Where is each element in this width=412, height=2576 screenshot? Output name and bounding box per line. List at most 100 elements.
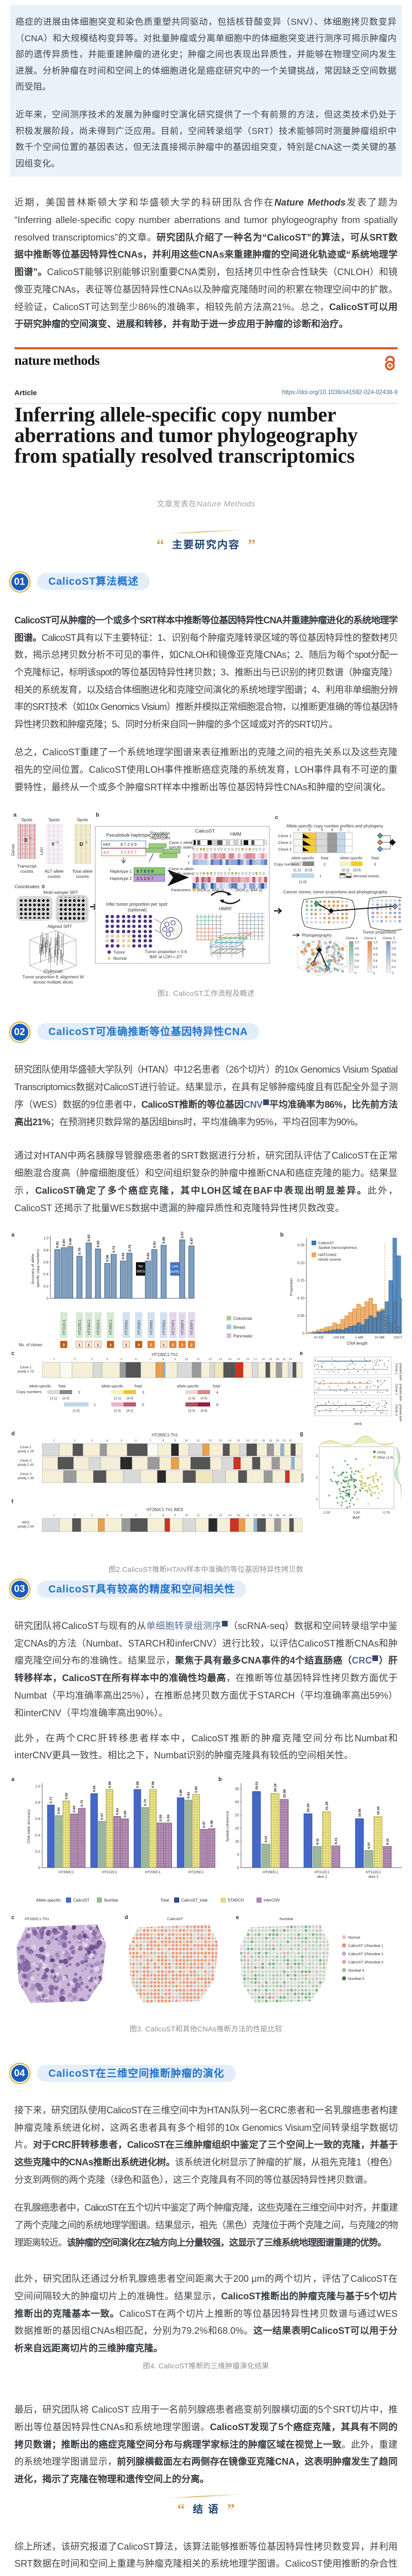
- svg-text:0.4: 0.4: [392, 960, 397, 963]
- svg-text:0.88: 0.88: [162, 1237, 166, 1244]
- svg-text:HT260C1: HT260C1: [109, 1319, 113, 1335]
- svg-text:Clone 2: Clone 2: [20, 1459, 32, 1463]
- svg-text:1: 1: [78, 1343, 80, 1347]
- svg-text:Allele-specific: Allele-specific: [101, 1385, 124, 1388]
- svg-text:Colorectal: Colorectal: [233, 1316, 252, 1321]
- svg-text:HT230C1: HT230C1: [88, 1319, 91, 1335]
- svg-text:b: b: [218, 1776, 222, 1783]
- svg-text:Spatial coherence: Spatial coherence: [225, 1810, 230, 1841]
- svg-text:5: 5: [142, 1403, 144, 1407]
- svg-text:0.82: 0.82: [65, 1792, 68, 1799]
- svg-text:HATCHet2: HATCHet2: [318, 1252, 337, 1257]
- svg-text:0.73: 0.73: [80, 1800, 84, 1806]
- svg-text:9 7 8 5 9: 9 7 8 5 9: [136, 869, 153, 874]
- svg-text:0.47: 0.47: [202, 1821, 206, 1827]
- svg-text:Coordinates: Coordinates: [14, 884, 40, 889]
- svg-text:0.8: 0.8: [373, 947, 378, 951]
- svg-text:0.77: 0.77: [49, 1797, 53, 1803]
- svg-text:4: 4: [106, 1439, 108, 1443]
- svg-text:whole exome: whole exome: [318, 1257, 341, 1262]
- svg-text:6: 6: [135, 1514, 136, 1517]
- svg-text:0.2: 0.2: [392, 966, 397, 969]
- svg-text:0.75: 0.75: [383, 1511, 390, 1515]
- svg-text:0: 0: [302, 1332, 304, 1336]
- svg-text:a: a: [11, 1232, 15, 1238]
- svg-text:0.58: 0.58: [106, 1255, 110, 1262]
- svg-text:Clone 1: Clone 1: [20, 1366, 32, 1369]
- svg-text:0.91: 0.91: [93, 1785, 96, 1792]
- svg-text:3: 3: [142, 1391, 144, 1395]
- svg-text:9: 9: [174, 1358, 176, 1361]
- svg-text:c: c: [11, 1914, 14, 1921]
- svg-text:2: 2: [74, 1439, 75, 1443]
- svg-text:2: 2: [74, 1514, 75, 1517]
- svg-text:3 1 2 6 7: 3 1 2 6 7: [136, 876, 153, 881]
- svg-text:1.0: 1.0: [43, 1237, 48, 1241]
- svg-text:10: 10: [235, 1840, 239, 1843]
- svg-text:S: S: [42, 884, 45, 889]
- svg-text:HT260C1-Th1 WES: HT260C1-Th1 WES: [146, 1507, 183, 1512]
- svg-text:purity: purity: [170, 1270, 180, 1274]
- svg-text:Spots: Spots: [77, 817, 88, 822]
- svg-text:0: 0: [237, 1866, 239, 1870]
- svg-text:Accuracy of allele-: Accuracy of allele-: [30, 1252, 35, 1284]
- svg-text:{1,3}: {1,3}: [188, 1397, 195, 1400]
- svg-text:{3,3}: {3,3}: [188, 1409, 195, 1413]
- svg-text:11: 11: [197, 1439, 200, 1443]
- svg-text:1: 1: [297, 827, 299, 832]
- svg-text:Numbat: Numbat: [280, 1917, 294, 1921]
- svg-text:9 7 2 6 9: 9 7 2 6 9: [121, 842, 137, 847]
- svg-text:ploidy 2.39: ploidy 2.39: [18, 1477, 34, 1480]
- svg-text:0.90: 0.90: [195, 1786, 198, 1792]
- svg-text:Phylogeography: Phylogeography: [302, 933, 332, 938]
- svg-text:Clone m allele-: Clone m allele-: [169, 867, 195, 871]
- svg-text:CalicoST: CalicoST: [73, 1898, 90, 1903]
- svg-text:Allele-specific:: Allele-specific:: [36, 1898, 62, 1903]
- svg-text:14: 14: [228, 1439, 232, 1443]
- svg-text:HT260C1-Th1: HT260C1-Th1: [25, 1917, 49, 1921]
- svg-text:Cancer clones, tumor proportio: Cancer clones, tumor proportions and phy…: [283, 889, 388, 894]
- svg-text:0: 0: [373, 972, 375, 975]
- svg-text:6.57: 6.57: [368, 1842, 371, 1849]
- svg-text:0.4: 0.4: [35, 1834, 40, 1837]
- svg-text:4: 4: [216, 1391, 218, 1395]
- svg-text:Transcript: Transcript: [17, 863, 37, 869]
- svg-text:c: c: [11, 1350, 14, 1357]
- svg-text:7: 7: [149, 1439, 151, 1443]
- svg-text:0.81: 0.81: [153, 1241, 157, 1248]
- svg-text:0.82: 0.82: [97, 1241, 100, 1247]
- svg-text:0.8: 0.8: [355, 947, 359, 951]
- svg-text:0.60: 0.60: [124, 1810, 127, 1817]
- svg-text:CNA state accuracy: CNA state accuracy: [26, 1809, 31, 1843]
- svg-text:0: 0: [355, 972, 357, 975]
- svg-text:22: 22: [289, 1358, 292, 1361]
- svg-text:{2,3}: {2,3}: [114, 1409, 121, 1413]
- svg-text:0.6: 0.6: [35, 1817, 40, 1821]
- svg-text:2: 2: [150, 1343, 152, 1347]
- svg-text:8.11: 8.11: [386, 1838, 390, 1844]
- svg-text:f: f: [11, 1499, 13, 1505]
- svg-text:3: 3: [91, 1358, 92, 1361]
- svg-text:18: 18: [262, 1514, 265, 1517]
- svg-text:Total:: Total:: [160, 1898, 170, 1903]
- svg-text:0.87: 0.87: [190, 1238, 194, 1244]
- svg-text:3: 3: [316, 1454, 318, 1458]
- svg-text:{2,1}: {2,1}: [114, 1397, 121, 1400]
- svg-text:HT260C1: HT260C1: [263, 1871, 278, 1874]
- svg-text:Total: Total: [371, 856, 379, 860]
- svg-text:1: 1: [125, 1343, 127, 1347]
- svg-text:0.6: 0.6: [392, 954, 397, 957]
- svg-text:0: 0: [57, 841, 59, 844]
- svg-text:17: 17: [254, 1514, 257, 1517]
- svg-text:0.73: 0.73: [112, 1246, 116, 1252]
- svg-text:{2,1}: {2,1}: [342, 869, 350, 872]
- svg-text:X: X: [24, 838, 28, 843]
- svg-text:Clone 2: Clone 2: [394, 1384, 398, 1395]
- svg-text:Spatial transcriptomics: Spatial transcriptomics: [318, 1245, 357, 1250]
- svg-text:Normal: Normal: [348, 1935, 360, 1940]
- svg-text:0.15: 0.15: [297, 1279, 304, 1283]
- svg-text:e: e: [300, 1350, 303, 1357]
- svg-text:0.75: 0.75: [128, 1245, 132, 1251]
- svg-text:Total: Total: [134, 1385, 142, 1388]
- svg-text:0.64: 0.64: [57, 1807, 61, 1814]
